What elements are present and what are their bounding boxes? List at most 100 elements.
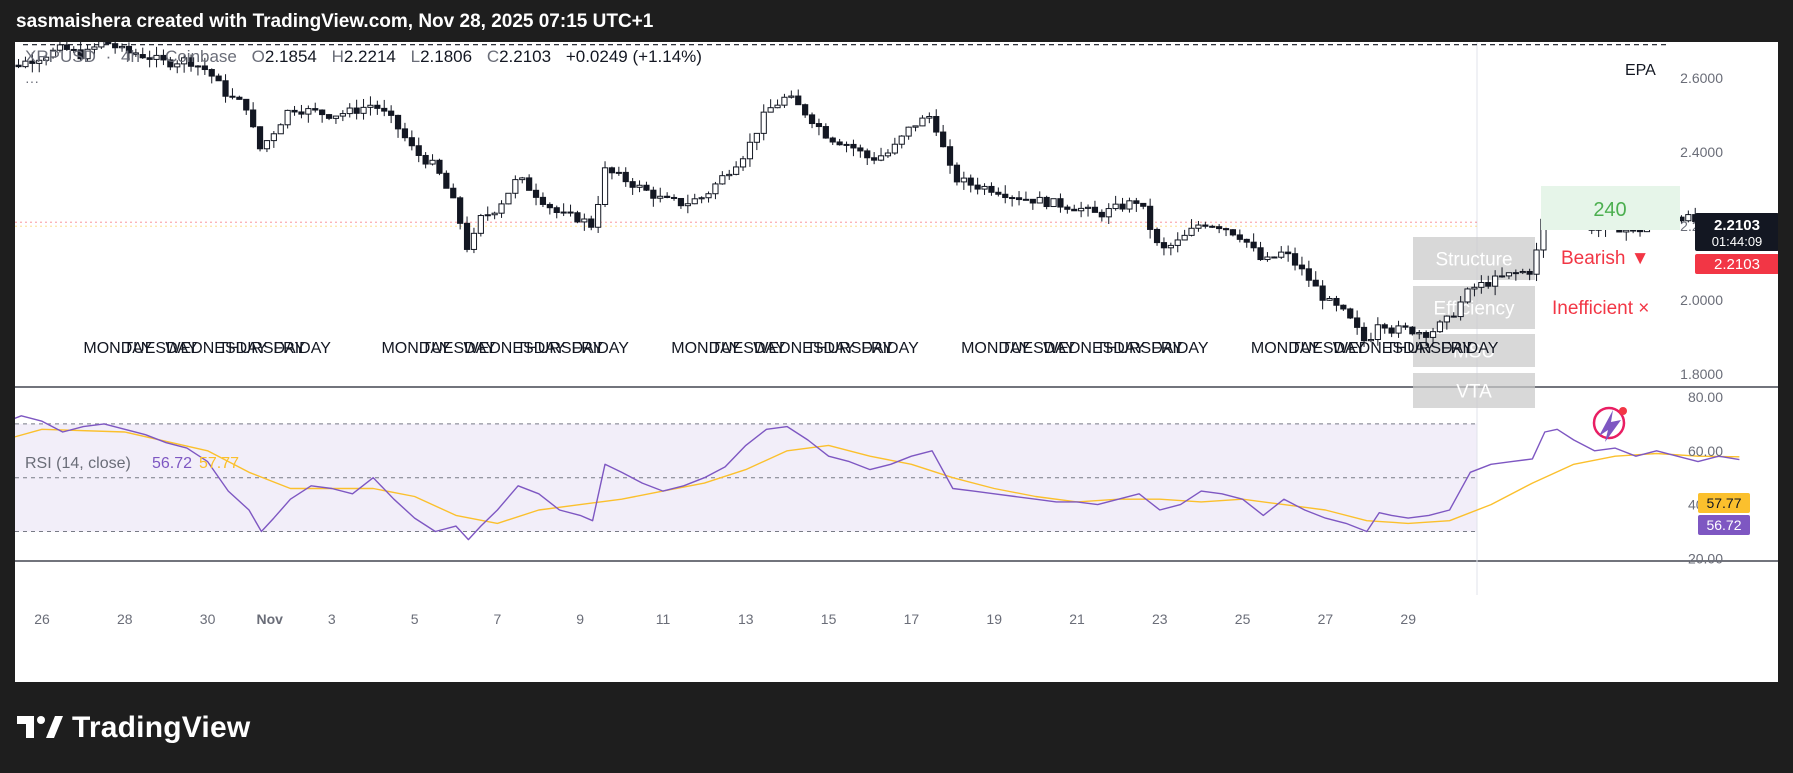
time-tick-label: 23	[1152, 611, 1168, 627]
legend-open: 2.1854	[265, 47, 317, 66]
candle-body	[726, 173, 733, 177]
day-label: THURSDAY	[1096, 340, 1183, 357]
candle-body	[712, 183, 719, 195]
candle-body	[981, 185, 988, 190]
chart-panel[interactable]: Structure Efficiency MSU VTA MONDAY TUESDAY W…	[15, 42, 1778, 682]
candle-body	[1505, 272, 1513, 277]
candle-body	[1009, 197, 1016, 200]
bearish-label: Bearish ▼	[1561, 248, 1650, 269]
candle-body	[753, 132, 760, 143]
candle-body	[1485, 282, 1492, 287]
rsi-tick-label: 20.00	[1688, 550, 1723, 566]
legend-dots[interactable]: ···	[25, 73, 39, 89]
candle-body	[802, 104, 809, 116]
candle-body	[519, 177, 526, 181]
candle-body	[691, 198, 698, 205]
day-label: MONDAY	[671, 340, 740, 357]
candle-body	[201, 65, 208, 71]
candle-body	[1429, 331, 1437, 338]
candle-body	[1071, 208, 1078, 212]
candle-body	[312, 108, 319, 111]
candle-body	[215, 75, 222, 82]
day-label: WEDNESDAY	[1333, 340, 1435, 357]
candle-body	[905, 126, 912, 137]
candle-body	[1181, 234, 1188, 241]
candle-body	[187, 57, 195, 67]
candle-body	[105, 42, 112, 45]
candle-body	[1022, 198, 1030, 201]
candle-body	[1271, 256, 1278, 259]
price-tick-label: 2.6000	[1680, 70, 1723, 86]
candle-body	[1188, 227, 1195, 236]
price-tag: 2.2103 01:44:09 2.2103	[1695, 213, 1778, 274]
time-tick-label: Nov	[256, 611, 283, 627]
candle-body	[1084, 206, 1092, 209]
rsi-ma-value: 57.77	[199, 455, 239, 472]
candle-body	[1119, 203, 1126, 210]
candle-body	[77, 49, 84, 60]
candle-body	[871, 157, 878, 161]
epa-label: EPA	[1625, 62, 1656, 79]
candle-body	[1167, 244, 1174, 249]
candle-body	[926, 116, 933, 119]
candle-body	[29, 60, 36, 64]
candle-body	[1471, 286, 1478, 290]
candle-body	[498, 203, 505, 214]
price-tick-label: 2.4000	[1680, 144, 1723, 160]
candle-body	[1685, 214, 1692, 222]
candle-body	[1160, 242, 1168, 249]
rsi-ma-tag-value: 57.77	[1706, 495, 1741, 511]
candle-body	[808, 114, 816, 125]
candle-body	[222, 80, 229, 97]
top-bar: sasmaishera created with TradingView.com…	[0, 0, 1793, 40]
candle-body	[1216, 226, 1223, 230]
day-label: WEDNESDAY	[463, 340, 565, 357]
candle-body	[850, 143, 857, 149]
candle-body	[1291, 253, 1299, 266]
candle-body	[1202, 224, 1209, 227]
candle-body	[1319, 285, 1326, 301]
candle-body	[1402, 325, 1409, 328]
candle-body	[401, 128, 409, 139]
price-tag-bg	[1695, 213, 1778, 251]
candle-body	[505, 192, 512, 205]
candle-body	[1388, 327, 1395, 334]
candle-body	[898, 135, 905, 145]
price-tag-countdown: 01:44:09	[1712, 234, 1763, 249]
candle-body	[112, 43, 119, 49]
candle-body	[1195, 224, 1202, 229]
candle-body	[1526, 270, 1533, 275]
candle-body	[670, 196, 678, 199]
candle-body	[601, 167, 609, 205]
candle-body	[1436, 321, 1444, 333]
candle-body	[512, 179, 519, 194]
candle-body	[457, 197, 464, 224]
candle-body	[526, 177, 533, 191]
candle-body	[919, 117, 926, 127]
tv-assistant-icon[interactable]	[1592, 406, 1627, 442]
candle-body	[1443, 315, 1450, 323]
candle-body	[974, 184, 981, 190]
candle-body	[1236, 234, 1243, 240]
candle-body	[1078, 207, 1085, 212]
legend-symbol: XRPUSD	[25, 47, 96, 66]
time-tick-label: 11	[656, 611, 671, 627]
time-tick-label: 21	[1069, 611, 1085, 627]
candle-body	[1450, 315, 1457, 318]
candle-body	[1340, 304, 1347, 310]
candle-body	[118, 45, 126, 49]
day-label: FRIDAY	[571, 340, 629, 357]
candle-body	[829, 137, 836, 143]
time-tick-label: 17	[904, 611, 920, 627]
candle-body	[1278, 251, 1285, 258]
candle-body	[1312, 279, 1319, 287]
candle-body	[1222, 228, 1230, 231]
candle-body	[877, 155, 885, 161]
price-tick-label: 2.0000	[1680, 292, 1723, 308]
tradingview-logo-icon	[17, 716, 63, 738]
candle-body	[733, 166, 740, 175]
price-tick-label: 1.8000	[1680, 366, 1723, 382]
candle-body	[788, 95, 795, 98]
candle-body	[1112, 203, 1119, 210]
